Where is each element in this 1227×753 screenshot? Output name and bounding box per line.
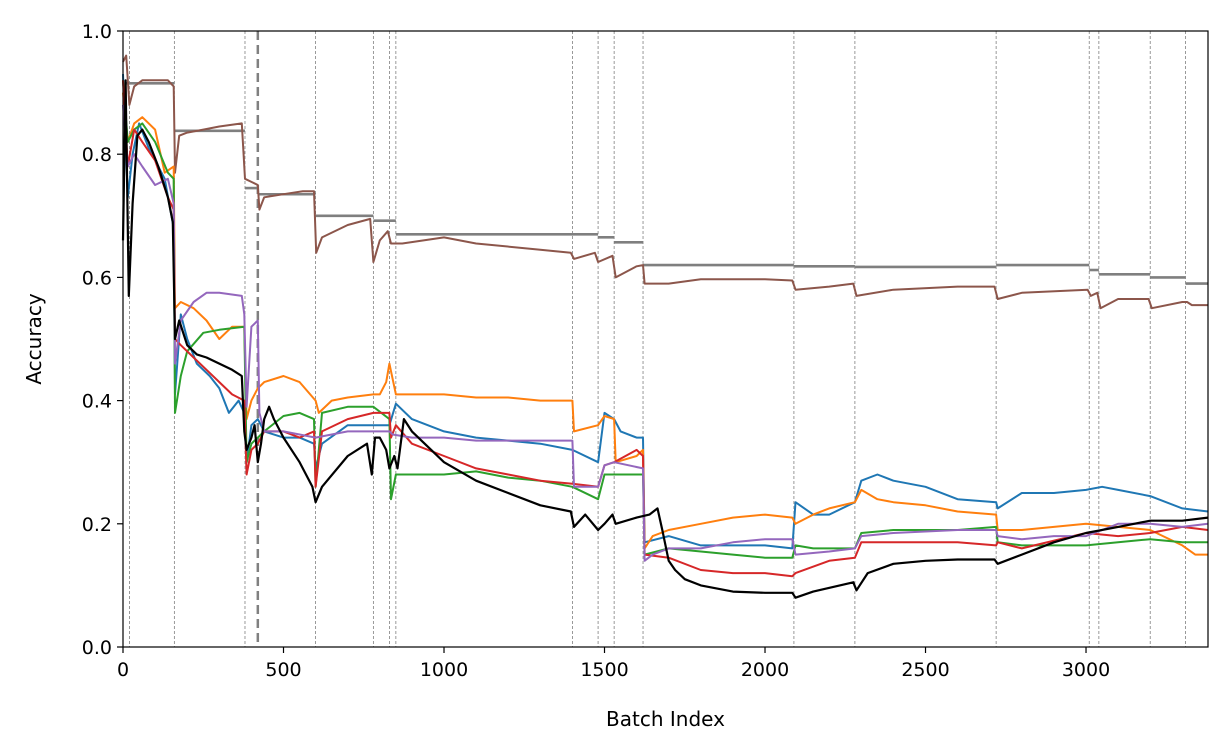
- y-tick-label-0: 0.0: [82, 637, 112, 659]
- x-tick-label-6: 3000: [1062, 659, 1110, 681]
- y-tick-label-5: 1.0: [82, 21, 112, 43]
- series-line-1: [122, 74, 1209, 550]
- x-axis-ticks: 0 500 1000 1500 2000 2500 3000: [117, 647, 1110, 681]
- series-line-0: [122, 54, 1208, 310]
- x-tick-label-4: 2000: [741, 659, 789, 681]
- x-tick-label-2: 1000: [420, 659, 468, 681]
- x-tick-label-1: 500: [265, 659, 301, 681]
- x-tick-label-5: 2500: [901, 659, 949, 681]
- y-tick-label-4: 0.8: [82, 144, 112, 166]
- series-line-4: [122, 80, 1209, 578]
- y-axis-label: Accuracy: [22, 293, 46, 384]
- y-tick-label-3: 0.6: [82, 267, 112, 289]
- step-series: [126, 82, 1208, 285]
- series-line-6: [121, 79, 1209, 599]
- x-axis-label: Batch Index: [606, 707, 725, 731]
- y-axis-ticks: 0.0 0.2 0.4 0.6 0.8 1.0: [82, 21, 123, 659]
- plot-frame: [122, 30, 1209, 648]
- x-tick-label-0: 0: [117, 659, 129, 681]
- y-tick-label-1: 0.2: [82, 514, 112, 536]
- y-tick-label-2: 0.4: [82, 391, 112, 413]
- series-lines: [121, 54, 1209, 599]
- series-line-2: [122, 92, 1208, 556]
- series-line-5: [122, 104, 1209, 562]
- x-tick-label-3: 1500: [580, 659, 628, 681]
